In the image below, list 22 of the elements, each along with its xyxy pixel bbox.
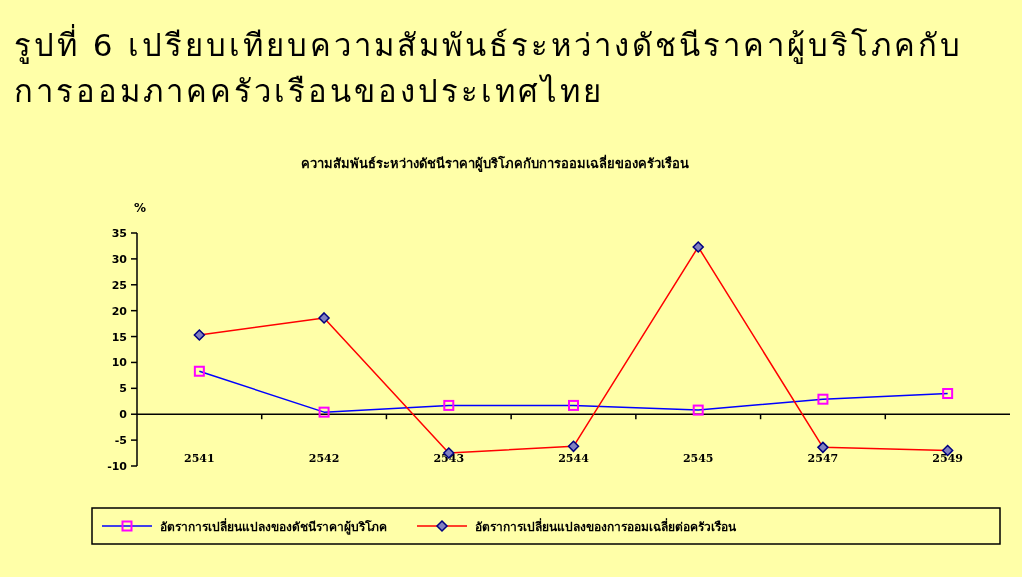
- legend-label: อัตราการเปลี่ยนแปลงของการออมเฉลี่ยต่อครัวเรือน: [475, 518, 737, 534]
- y-tick-label: 35: [111, 227, 127, 240]
- y-tick-label: 0: [119, 408, 128, 422]
- chart-title: รูปที่ 6 เปรียบเทียบความสัมพันธ์ระหว่างดัชนีราคาผู้บริโภคกับการออมภาคครัวเรือนของประเทศไทย: [14, 23, 965, 111]
- x-tick-label: 2542: [308, 452, 340, 465]
- y-tick-label: -5: [114, 434, 127, 448]
- y-tick-label: 20: [111, 304, 128, 318]
- y-tick-label: -10: [107, 460, 128, 473]
- x-tick-label: 2549: [932, 452, 963, 465]
- y-tick-label: 15: [111, 330, 127, 344]
- x-tick-label: 2544: [558, 452, 590, 465]
- chart-subtitle: ความสัมพันธ์ระหว่างดัชนีราคาผู้บริโภคกับการออมเฉลี่ยของครัวเรือน: [301, 154, 689, 172]
- x-tick-label: 2541: [184, 452, 215, 465]
- y-tick-label: 25: [111, 278, 127, 292]
- x-tick-label: 2545: [682, 452, 714, 465]
- y-tick-label: 30: [111, 252, 128, 266]
- y-axis-title: %: [133, 201, 147, 215]
- y-tick-label: 5: [119, 382, 127, 396]
- y-tick-label: 10: [111, 356, 128, 370]
- x-tick-label: 2547: [807, 452, 839, 465]
- x-tick-label: 2543: [433, 452, 465, 465]
- legend-label: อัตราการเปลี่ยนแปลงของดัชนีราคาผู้บริโภค: [160, 518, 387, 535]
